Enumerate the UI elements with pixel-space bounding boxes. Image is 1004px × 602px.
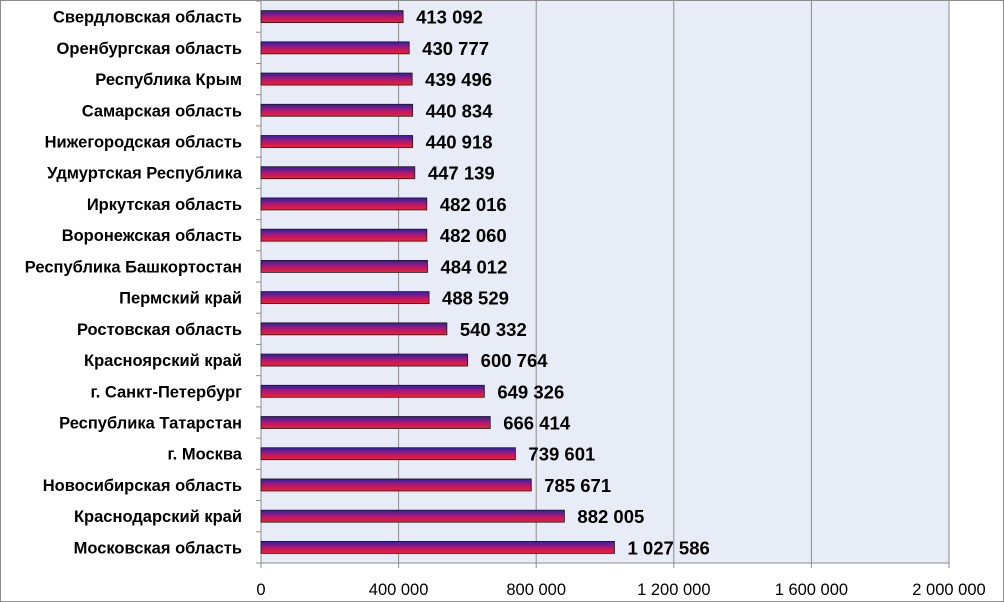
value-label: 666 414 (503, 413, 571, 434)
value-label: 1 027 586 (627, 537, 709, 558)
value-label: 484 012 (441, 256, 508, 277)
category-label: Пермский край (119, 290, 242, 308)
category-label: Ростовская область (77, 321, 242, 339)
bar (260, 197, 428, 211)
category-label: Удмуртская Республика (47, 165, 243, 183)
category-label: Республика Башкортостан (25, 258, 242, 276)
value-label: 488 529 (442, 288, 509, 309)
x-tick-label: 1 600 000 (775, 581, 848, 599)
x-tick-label: 2 000 000 (912, 581, 985, 599)
category-label: Новосибирская область (43, 477, 242, 495)
x-tick-label: 400 000 (369, 581, 429, 599)
category-label: Воронежская область (62, 227, 242, 245)
bar (260, 384, 485, 398)
plot-area (261, 1, 949, 563)
category-label: г. Москва (167, 446, 242, 464)
bar (260, 166, 416, 180)
x-tick-label: 1 200 000 (637, 581, 710, 599)
value-label: 649 326 (497, 381, 564, 402)
bar (260, 259, 428, 273)
bar (260, 540, 615, 554)
bar (260, 228, 428, 242)
bar (260, 41, 410, 55)
value-label: 739 601 (528, 444, 595, 465)
value-label: 447 139 (428, 163, 495, 184)
bar (260, 353, 469, 367)
value-label: 440 834 (426, 100, 494, 121)
bar (260, 135, 414, 148)
value-label: 785 671 (544, 475, 611, 496)
bar (260, 291, 430, 305)
bar (260, 447, 516, 461)
bar (260, 322, 448, 336)
category-label: Нижегородская область (45, 134, 242, 152)
value-label: 540 332 (460, 319, 527, 340)
x-tick-label: 0 (256, 581, 265, 599)
bar (260, 416, 491, 429)
value-label: 600 764 (481, 350, 549, 371)
category-label: Красноярский край (84, 352, 242, 370)
category-label: г. Санкт-Петербург (90, 383, 242, 401)
category-label: Республика Крым (95, 71, 242, 89)
bar (260, 72, 413, 86)
category-label: Самарская область (82, 102, 242, 120)
bar (260, 509, 565, 523)
category-label: Иркутская область (87, 196, 242, 214)
value-label: 439 496 (425, 69, 492, 90)
value-label: 882 005 (577, 506, 644, 527)
category-label: Оренбургская область (57, 40, 242, 58)
category-label: Свердловская область (53, 9, 242, 27)
bar (260, 478, 532, 492)
value-label: 440 918 (426, 132, 493, 153)
x-tick-label: 800 000 (506, 581, 566, 599)
value-label: 430 777 (422, 38, 489, 59)
value-label: 482 016 (440, 194, 507, 215)
value-label: 482 060 (440, 225, 507, 246)
category-label: Московская область (74, 539, 242, 557)
category-label: Краснодарский край (74, 508, 242, 526)
category-label: Республика Татарстан (59, 415, 242, 433)
value-label: 413 092 (416, 7, 483, 28)
bar (260, 10, 404, 24)
bar (260, 103, 414, 117)
